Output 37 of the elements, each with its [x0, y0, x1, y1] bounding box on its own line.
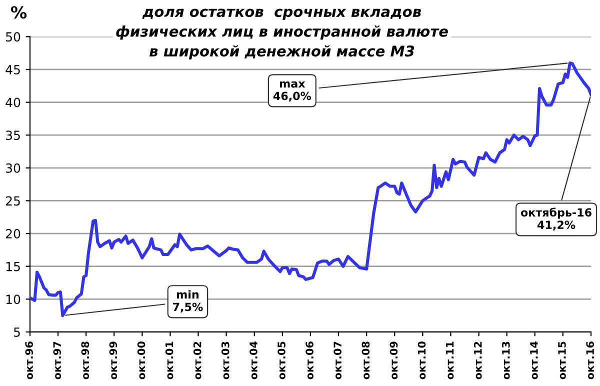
x-tick-label: окт.98 — [81, 342, 90, 380]
x-tick-label: окт.12 — [474, 342, 482, 380]
x-tick-label: окт.10 — [418, 341, 426, 380]
x-tick-label: окт.07 — [334, 342, 342, 380]
y-tick-label: 30 — [6, 163, 20, 173]
x-tick-label: окт.08 — [362, 342, 370, 380]
x-tick-label: окт.06 — [306, 342, 314, 380]
x-tick-label: окт.14 — [530, 341, 538, 380]
y-tick-label: 50 — [6, 32, 20, 42]
y-tick-label: 45 — [6, 65, 20, 74]
x-tick-label: окт.16 — [586, 342, 594, 380]
x-tick-label: окт.11 — [446, 342, 454, 380]
annotation: max 46,0% — [273, 81, 312, 102]
y-tick-label: 20 — [6, 229, 20, 238]
y-tick-label: 35 — [6, 130, 20, 140]
x-tick-label: окт.02 — [193, 342, 202, 380]
x-tick-label: окт.96 — [25, 342, 34, 380]
x-tick-label: окт.97 — [53, 342, 62, 380]
x-tick-label: окт.99 — [109, 342, 118, 380]
x-tick-label: окт.01 — [165, 342, 174, 380]
chart-title: доля остатков срочных вкладов физических лиц в иностранной валюте в широкой денежной массе М3 — [116, 8, 448, 60]
x-tick-label: окт.04 — [250, 341, 258, 380]
annotation: октябрь-16 41,2% — [520, 208, 592, 230]
line-series — [30, 61, 591, 318]
y-axis-title: % — [10, 6, 27, 19]
x-tick-label: окт.13 — [502, 342, 510, 380]
x-tick-label: окт.15 — [558, 342, 566, 380]
x-tick-label: окт.03 — [221, 342, 230, 380]
y-tick-label: 40 — [6, 98, 20, 108]
annotation: min 7,5% — [173, 290, 203, 313]
y-tick-label: 5 — [14, 328, 20, 337]
x-tick-label: окт.05 — [278, 342, 286, 380]
x-tick-label: окт.09 — [390, 342, 398, 380]
y-tick-label: 10 — [6, 294, 20, 304]
y-tick-label: 25 — [6, 196, 20, 206]
y-tick-label: 15 — [6, 262, 20, 272]
x-tick-label: окт.00 — [137, 341, 146, 380]
